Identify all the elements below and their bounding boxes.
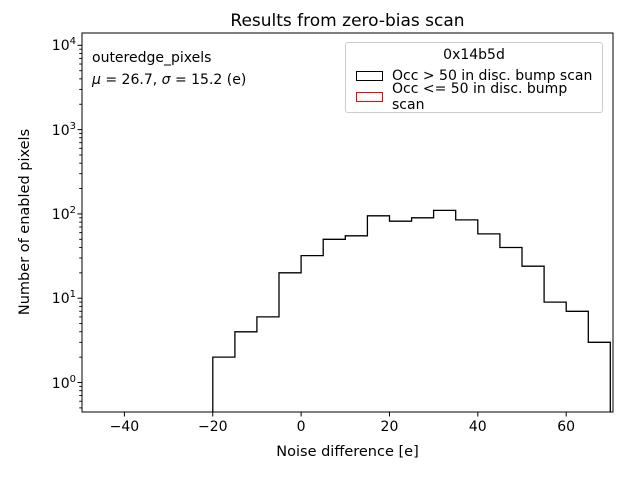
legend-label: Occ > 50 in disc. bump scan [392, 67, 593, 84]
y-tick-label: 104 [51, 36, 76, 55]
legend-entry-occ-le-50: Occ <= 50 in disc. bump scan [346, 81, 602, 113]
sigma-symbol: σ [161, 72, 171, 88]
chart-title: Results from zero-bias scan [230, 11, 465, 31]
x-tick-label: 0 [296, 419, 306, 435]
x-tick-label: 20 [380, 419, 399, 435]
y-tick-label: 103 [51, 120, 76, 139]
sigma-value: = 15.2 (e) [170, 72, 247, 88]
x-tick-label: 60 [557, 419, 576, 435]
legend-label: Occ <= 50 in disc. bump scan [392, 80, 568, 113]
legend-swatch-black [356, 70, 383, 81]
x-tick-label: 40 [468, 419, 487, 435]
legend: 0x14b5d Occ > 50 in disc. bump scan Occ … [345, 42, 603, 113]
legend-entry-occ-gt-50: Occ > 50 in disc. bump scan [346, 65, 602, 86]
mu-value: = 26.7, [100, 72, 162, 88]
annotation-mu-sigma: μ = 26.7, σ = 15.2 (e) [92, 72, 246, 88]
annotation-dataset-name: outeredge_pixels [92, 50, 212, 66]
legend-title: 0x14b5d [443, 47, 505, 63]
y-tick-label: 101 [51, 289, 76, 308]
legend-swatch-red [356, 91, 383, 102]
x-axis-label: Noise difference [e] [276, 444, 419, 460]
y-tick-label: 100 [51, 373, 76, 392]
histogram-outline-series-0 [212, 209, 611, 412]
y-tick-label: 102 [51, 205, 76, 223]
x-tick-label: −20 [197, 419, 228, 435]
x-tick-label: −40 [109, 419, 140, 435]
mu-symbol: μ [92, 72, 101, 88]
